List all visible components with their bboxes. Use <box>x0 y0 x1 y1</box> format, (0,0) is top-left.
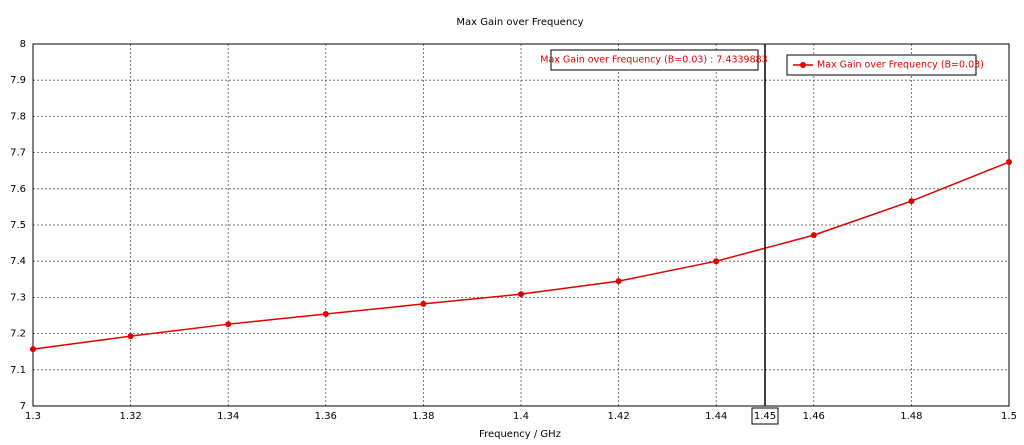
marker-annotation-box <box>550 49 759 71</box>
point <box>615 278 622 285</box>
chart-title: Max Gain over Frequency <box>456 17 583 28</box>
x-tick-label: 1.46 <box>803 411 825 422</box>
point <box>420 300 427 307</box>
point <box>30 346 36 353</box>
y-tick-label: 7.9 <box>10 75 26 86</box>
point <box>322 311 329 318</box>
x-tick-label: 1.38 <box>412 411 434 422</box>
point <box>127 333 134 340</box>
x-tick-label: 1.42 <box>607 411 629 422</box>
point <box>908 198 915 205</box>
point <box>1006 159 1012 166</box>
x-tick-label: 1.5 <box>1001 411 1017 422</box>
x-tick-label: 1.34 <box>217 411 239 422</box>
y-tick-label: 7.1 <box>10 365 26 376</box>
y-tick-label: 8 <box>20 39 26 50</box>
legend-label: Max Gain over Frequency (B=0.03) <box>817 60 984 71</box>
y-tick-label: 7.2 <box>10 329 26 340</box>
point <box>225 321 232 328</box>
marker-x-box <box>751 407 779 425</box>
x-tick-label: 1.36 <box>315 411 337 422</box>
plot-frame <box>32 43 1010 407</box>
x-tick-label: 1.3 <box>25 411 41 422</box>
y-tick-label: 7.7 <box>10 148 26 159</box>
x-tick-label: 1.32 <box>119 411 141 422</box>
y-tick-label: 7 <box>20 401 26 412</box>
legend-marker <box>800 62 806 68</box>
point <box>713 258 720 265</box>
x-tick-label: 1.48 <box>900 411 922 422</box>
marker-annotation: Max Gain over Frequency (B=0.03) : 7.433… <box>540 55 767 66</box>
y-tick-label: 7.3 <box>10 292 26 303</box>
y-tick-label: 7.4 <box>10 256 26 267</box>
x-tick-label: 1.44 <box>705 411 727 422</box>
y-tick-label: 7.5 <box>10 220 26 231</box>
y-tick-label: 7.6 <box>10 184 26 195</box>
marker-x-label: 1.45 <box>754 411 776 422</box>
x-tick-label: 1.4 <box>513 411 529 422</box>
point <box>810 232 817 239</box>
x-axis-label: Frequency / GHz <box>479 429 561 440</box>
y-tick-label: 7.8 <box>10 111 26 122</box>
point <box>518 291 524 298</box>
legend-box <box>786 54 977 76</box>
